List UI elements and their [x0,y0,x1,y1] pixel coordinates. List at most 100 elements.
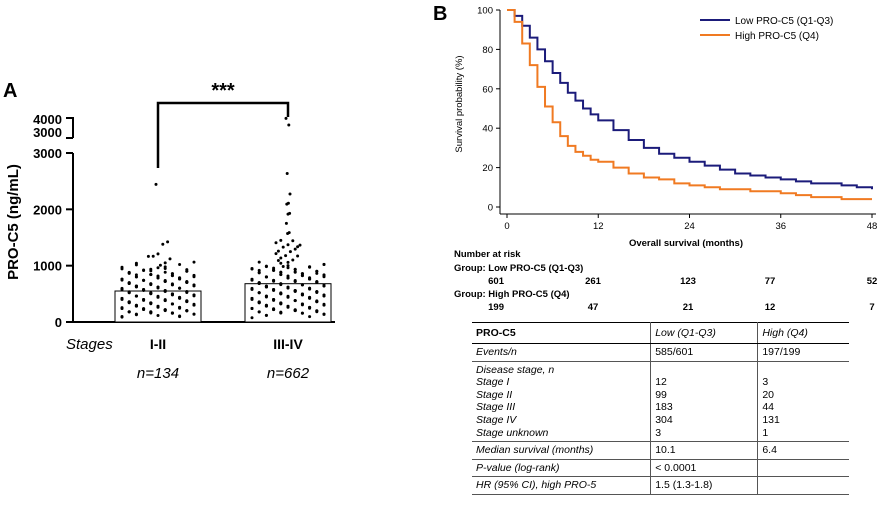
stage-high: 1 [762,426,769,439]
risk-high-value: 21 [683,302,694,313]
panel-a-ytick-label: 4000 [33,112,62,127]
data-point-III-IV [308,277,312,281]
data-point-I-II [142,269,146,273]
data-point-I-II [146,254,150,258]
data-point-III-IV [264,275,268,279]
p-value: < 0.0001 [650,459,759,478]
data-point-I-II [134,285,138,289]
km-curve-low [507,9,873,190]
stage-label: Stage IV [476,413,517,426]
data-point-III-IV [250,297,254,301]
data-point-III-IV [264,295,268,299]
data-point-III-IV [257,301,261,305]
data-point-III-IV [250,306,254,310]
data-point-I-II [163,308,167,312]
data-point-I-II [156,313,160,317]
data-point-I-II [154,182,158,186]
data-point-III-IV [308,296,312,300]
stage-low: 304 [655,413,673,426]
median-label: Median survival (months) [472,441,652,460]
data-point-I-II [185,300,189,304]
panel-a-ytick-label: 1000 [33,259,62,274]
panel-b-ytick-label: 80 [482,45,493,56]
data-point-I-II [134,275,138,279]
data-point-III-IV [250,278,254,282]
data-point-I-II [185,309,189,313]
panel-a-bars [114,283,332,323]
data-point-III-IV [315,310,319,314]
panel-b-ytick-label: 0 [488,203,493,214]
data-point-III-IV [291,258,295,262]
stage-low: 183 [655,401,673,414]
stage-low: 99 [655,388,667,401]
data-point-III-IV [272,307,276,311]
data-point-III-IV [308,287,312,291]
table-header-row: PRO-C5 Low (Q1-Q3) High (Q4) [472,322,849,344]
data-point-I-II [156,276,160,280]
data-point-I-II [192,294,196,298]
significance-stars: *** [211,80,235,102]
data-point-III-IV [264,304,268,308]
data-point-III-IV [315,280,319,284]
data-point-I-II [127,281,131,285]
risk-high-group: Group: High PRO-C5 (Q4) [454,289,570,300]
data-point-III-IV [257,310,261,314]
data-point-III-IV [308,265,312,269]
stages-label: Stages [66,336,113,353]
risk-low-value: 601 [488,276,505,287]
data-point-III-IV [293,299,297,303]
panel-b-ytick-label: 100 [477,6,493,17]
data-point-III-IV [322,303,326,307]
data-point-III-IV [300,303,304,307]
panel-b-xlabel: Overall survival (months) [629,238,743,249]
data-point-III-IV [285,172,289,175]
panel-a-ytick-label: 0 [55,315,62,330]
data-point-III-IV [272,269,276,273]
data-point-I-II [168,257,172,261]
stage-low-values: 12 99 183 304 3 [650,361,759,443]
panel-b-xticks: 0 12 24 36 48 [504,214,877,232]
group-label-I-II: I-II [150,336,166,352]
data-point-III-IV [279,256,283,260]
data-point-III-IV [286,212,290,216]
data-point-I-II [192,284,196,288]
median-low: 10.1 [650,441,759,460]
data-point-III-IV [276,258,280,262]
data-point-III-IV [298,243,302,247]
panel-b-ylabel: Survival probability (%) [454,55,465,152]
data-point-III-IV [264,285,268,289]
data-point-III-IV [272,279,276,283]
data-point-III-IV [286,243,290,247]
data-point-III-IV [308,315,312,319]
data-point-I-II [192,312,196,316]
panel-b-xtick-label: 12 [593,221,604,232]
stage-high: 20 [762,388,775,401]
median-high: 6.4 [757,441,849,460]
data-point-I-II [178,296,182,300]
table-row: Events/n 585/601 197/199 [472,343,849,362]
table-col-low: Low (Q1-Q3) [650,322,759,344]
data-point-I-II [149,283,153,287]
table-row: Disease stage, n Stage I Stage II Stage … [472,361,849,443]
data-point-I-II [192,260,196,264]
data-point-I-II [178,306,182,310]
data-point-III-IV [315,271,319,275]
risk-low-value: 52 [867,276,878,287]
data-point-I-II [178,314,182,318]
data-point-III-IV [287,123,291,127]
panel-b-ytick-label: 40 [482,124,493,135]
data-point-I-II [156,286,160,290]
data-point-III-IV [300,293,304,297]
data-point-III-IV [284,116,288,120]
data-point-I-II [134,294,138,298]
data-point-I-II [170,293,174,297]
stage-low: 12 [655,376,667,389]
stage-high: 3 [762,376,769,389]
data-point-I-II [156,266,160,270]
data-point-III-IV [293,247,297,251]
panel-b-curves [507,9,873,201]
data-point-I-II [120,287,124,291]
data-point-III-IV [257,260,261,264]
